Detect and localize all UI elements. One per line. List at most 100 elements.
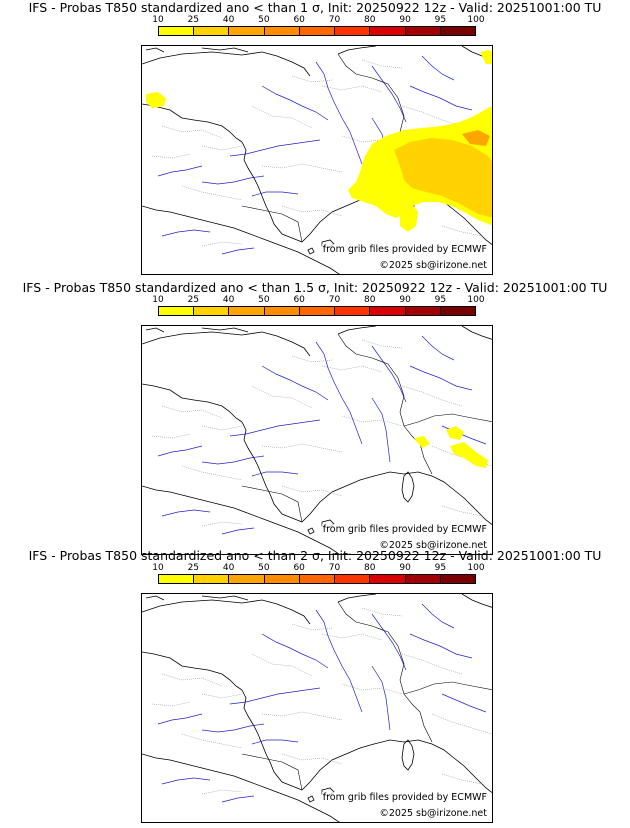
- corsica-outline: [401, 471, 415, 503]
- legend-tick: 40: [222, 15, 235, 25]
- legend-color-segment: [264, 27, 300, 35]
- legend-colorbar: [158, 26, 476, 36]
- legend-color-segment: [229, 307, 265, 315]
- legend-tick: 25: [187, 15, 200, 25]
- legend-tick: 25: [187, 563, 200, 573]
- river-layer: [157, 603, 487, 803]
- probability-overlay: [146, 50, 492, 232]
- legend-colorbar: [158, 574, 476, 584]
- legend-color-segment: [194, 27, 230, 35]
- legend-tick: 50: [258, 15, 270, 25]
- legend-color-segment: [299, 575, 336, 583]
- legend-color-segment: [299, 307, 336, 315]
- legend-tick: 95: [434, 295, 447, 305]
- panel-1sigma: IFS - Probas T850 standardized ano < tha…: [0, 0, 630, 275]
- map-basemap: [142, 326, 492, 554]
- probability-map: from grib files provided by ECMWF ©2025 …: [141, 325, 493, 555]
- probability-area-liguria-east: [414, 436, 430, 448]
- legend-color-segment: [405, 307, 441, 315]
- probability-area-sardinia: [400, 204, 418, 232]
- legend-color-segment: [440, 575, 475, 583]
- legend-tick: 50: [258, 295, 270, 305]
- panel-1-5sigma: IFS - Probas T850 standardized ano < tha…: [0, 280, 630, 555]
- legend-color-segment: [159, 27, 195, 35]
- legend-tick: 10: [152, 15, 164, 25]
- legend-tick: 70: [328, 15, 341, 25]
- legend-tick: 40: [222, 563, 235, 573]
- legend-color-segment: [335, 27, 371, 35]
- admin-border-layer: [151, 607, 492, 795]
- legend-color-segment: [370, 575, 406, 583]
- ecmwf-credit: from grib files provided by ECMWF: [321, 792, 488, 803]
- copyright: ©2025 sb@irizone.net: [378, 808, 488, 819]
- legend-color-segment: [440, 27, 475, 35]
- legend-color-segment: [370, 307, 406, 315]
- legend-color-segment: [194, 307, 230, 315]
- panel-2sigma: IFS - Probas T850 standardized ano < tha…: [0, 548, 630, 823]
- probability-area-netherlands: [480, 50, 492, 64]
- river-layer: [157, 55, 487, 255]
- legend-tick: 60: [293, 295, 305, 305]
- ecmwf-credit: from grib files provided by ECMWF: [321, 244, 488, 255]
- probability-area-brittany: [146, 92, 166, 108]
- map-basemap: [142, 594, 492, 822]
- legend-tick: 90: [399, 295, 411, 305]
- legend-color-segment: [405, 575, 441, 583]
- legend-color-segment: [335, 575, 371, 583]
- legend-tick: 70: [328, 563, 341, 573]
- legend-tick: 70: [328, 295, 341, 305]
- ecmwf-credit: from grib files provided by ECMWF: [321, 524, 488, 535]
- legend-tick: 80: [364, 295, 376, 305]
- legend-color-segment: [440, 307, 475, 315]
- legend-color-segment: [335, 307, 371, 315]
- legend-color-segment: [194, 575, 230, 583]
- legend-tick: 80: [364, 15, 376, 25]
- legend-color-segment: [229, 27, 265, 35]
- legend-color-segment: [299, 27, 336, 35]
- coastline-layer: [142, 594, 492, 822]
- legend-tick: 90: [399, 563, 411, 573]
- legend-tick: 90: [399, 15, 411, 25]
- country-border-layer: [241, 601, 492, 791]
- probability-area-alps-west: [446, 426, 464, 440]
- probability-overlay: [414, 426, 488, 468]
- panel-title: IFS - Probas T850 standardized ano < tha…: [28, 548, 602, 563]
- legend-tick: 95: [434, 15, 447, 25]
- panel-title: IFS - Probas T850 standardized ano < tha…: [22, 280, 608, 295]
- legend-ticks: 10 25 40 50 60 70 80 90 95 100: [152, 295, 484, 306]
- legend-ticks: 10 25 40 50 60 70 80 90 95 100: [152, 563, 484, 574]
- legend-color-segment: [159, 575, 195, 583]
- coastline-layer: [142, 46, 492, 274]
- legend-colorbar: [158, 306, 476, 316]
- legend-tick: 60: [293, 563, 305, 573]
- panel-title: IFS - Probas T850 standardized ano < tha…: [28, 0, 602, 15]
- legend-tick: 95: [434, 563, 447, 573]
- legend-color-segment: [405, 27, 441, 35]
- copyright: ©2025 sb@irizone.net: [378, 540, 488, 551]
- legend-tick: 40: [222, 295, 235, 305]
- legend-color-segment: [229, 575, 265, 583]
- legend-color-segment: [264, 575, 300, 583]
- probability-area-ligurian: [450, 442, 488, 468]
- legend-tick: 25: [187, 295, 200, 305]
- legend-tick: 10: [152, 563, 164, 573]
- coastline-layer: [142, 326, 492, 554]
- probability-map: from grib files provided by ECMWF ©2025 …: [141, 593, 493, 823]
- legend-tick: 100: [467, 295, 485, 305]
- probability-area-swiss-patch: [462, 130, 490, 146]
- legend-tick: 60: [293, 15, 305, 25]
- legend-ticks: 10 25 40 50 60 70 80 90 95 100: [152, 15, 484, 26]
- legend-tick: 100: [467, 563, 485, 573]
- legend-tick: 50: [258, 563, 270, 573]
- legend-color-segment: [370, 27, 406, 35]
- legend-tick: 10: [152, 295, 164, 305]
- legend-color-segment: [264, 307, 300, 315]
- probability-area-alps-core: [394, 138, 492, 218]
- river-layer: [157, 335, 487, 535]
- corsica-outline: [401, 739, 415, 771]
- probability-overlay: [142, 594, 493, 823]
- legend-tick: 100: [467, 15, 485, 25]
- probability-map: from grib files provided by ECMWF ©2025 …: [141, 45, 493, 275]
- legend-color-segment: [159, 307, 195, 315]
- copyright: ©2025 sb@irizone.net: [378, 260, 488, 271]
